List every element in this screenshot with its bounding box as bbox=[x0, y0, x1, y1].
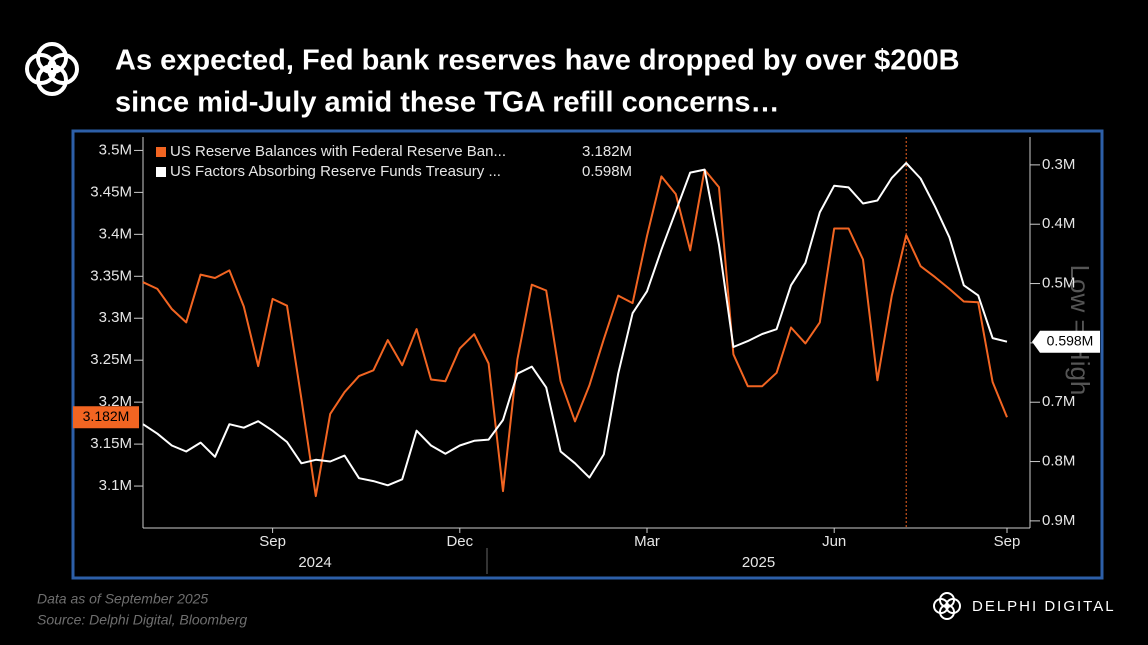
y-tick-label: 3.15M bbox=[90, 435, 132, 452]
x-tick-label: Jun bbox=[822, 533, 846, 550]
value-tag-label: 0.598M bbox=[1047, 332, 1094, 348]
y2-tick-label: 0.8M bbox=[1042, 453, 1075, 470]
y-tick-label: 3.25M bbox=[90, 351, 132, 368]
chart-frame bbox=[71, 129, 1104, 580]
footer-source: Source: Delphi Digital, Bloomberg bbox=[37, 612, 247, 628]
x-tick-label: Mar bbox=[634, 533, 660, 550]
y-tick-label: 3.4M bbox=[99, 225, 132, 242]
value-tag bbox=[73, 406, 139, 429]
x-tick-label: Dec bbox=[446, 533, 473, 550]
y-tick-label: 3.35M bbox=[90, 267, 132, 284]
series-line bbox=[142, 168, 1008, 498]
series-line bbox=[142, 162, 1008, 487]
y2-tick-label: 0.5M bbox=[1042, 275, 1075, 292]
brand-logo bbox=[933, 592, 961, 620]
title-line: since mid-July amid these TGA refill con… bbox=[115, 87, 780, 119]
footer-note: Data as of September 2025 bbox=[37, 591, 208, 607]
x-tick-label: Sep bbox=[259, 533, 286, 550]
y2-tick-label: 0.3M bbox=[1042, 156, 1075, 173]
legend-value: 0.598M bbox=[582, 163, 632, 180]
title-line: As expected, Fed bank reserves have drop… bbox=[115, 45, 960, 77]
y-tick-label: 3.1M bbox=[99, 477, 132, 494]
legend-label: US Reserve Balances with Federal Reserve… bbox=[170, 143, 506, 160]
x-group-label: 2025 bbox=[742, 554, 775, 571]
x-tick-label: Sep bbox=[994, 533, 1021, 550]
y-tick-label: 3.2M bbox=[99, 393, 132, 410]
y2-annotation: Low = High bbox=[1065, 265, 1095, 396]
legend-label: US Factors Absorbing Reserve Funds Treas… bbox=[170, 163, 501, 180]
y-tick-label: 3.45M bbox=[90, 183, 132, 200]
legend-swatch bbox=[156, 147, 166, 157]
y-tick-label: 3.5M bbox=[99, 141, 132, 158]
x-group-label: 2024 bbox=[298, 554, 331, 571]
y2-tick-label: 0.9M bbox=[1042, 512, 1075, 529]
brand: DELPHI DIGITAL bbox=[972, 598, 1116, 615]
legend-value: 3.182M bbox=[582, 143, 632, 160]
y2-tick-label: 0.7M bbox=[1042, 393, 1075, 410]
logo bbox=[25, 42, 79, 96]
legend bbox=[148, 140, 643, 186]
value-tag bbox=[1032, 330, 1100, 353]
y2-tick-label: 0.4M bbox=[1042, 215, 1075, 232]
legend-swatch bbox=[156, 167, 166, 177]
value-tag-label: 3.182M bbox=[83, 408, 130, 424]
y-tick-label: 3.3M bbox=[99, 309, 132, 326]
